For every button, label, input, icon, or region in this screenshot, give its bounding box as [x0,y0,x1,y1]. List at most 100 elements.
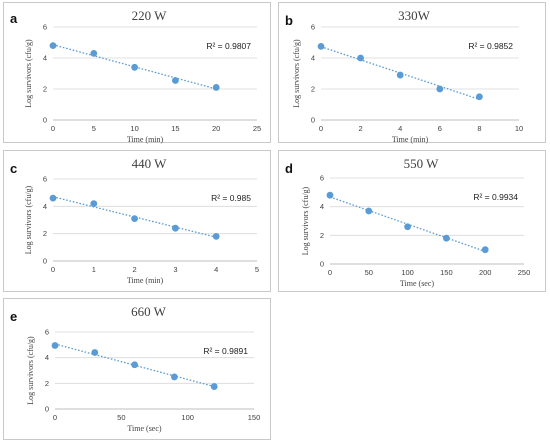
data-point [131,63,138,71]
data-point [443,234,450,242]
chart-title: 550 W [404,156,440,171]
x-tick-label: 8 [477,124,481,133]
x-tick-label: 50 [117,413,125,422]
y-axis-label: Log survivors (cfu/g) [292,39,301,108]
data-point [90,200,98,207]
y-tick-label: 4 [311,54,315,63]
data-point [476,93,483,101]
x-axis-label: Time (min) [127,135,164,144]
x-tick-label: 0 [328,268,332,277]
x-tick-label: 0 [51,124,55,133]
data-point [357,54,364,62]
y-axis-label: Log survivors (cfu/g) [301,186,310,255]
panel-letter: b [285,13,293,28]
y-tick-label: 6 [43,23,47,32]
x-tick-label: 20 [212,124,220,133]
y-tick-label: 2 [45,379,49,388]
data-point [436,85,444,93]
data-point [171,373,178,381]
chart-title: 660 W [131,304,167,319]
trendline [52,196,217,238]
chart-panel-b: b 330W 0 2 4 6 0 2 4 6 8 10 Time (min) Log survivors… [278,2,546,144]
y-axis-label: Log survivors (cfu/g) [26,336,35,405]
y-tick-label: 4 [45,353,49,362]
scatter-chart-c: 440 W 0 2 4 6 0 1 2 3 4 5 Time (min) Log survivors (… [24,156,259,285]
data-point [131,215,138,223]
x-tick-label: 0 [319,124,323,133]
r-squared-label: R² = 0.9852 [468,41,513,51]
x-tick-label: 1 [92,265,96,274]
panel-letter: c [10,161,18,176]
data-point [49,194,57,202]
trendline [52,44,217,90]
chart-panel-e: e 660 W 0 2 4 6 0 50 100 150 Time (sec) Log surviv… [3,298,271,440]
y-tick-label: 6 [45,328,49,337]
y-tick-label: 0 [320,260,324,269]
y-tick-label: 2 [311,85,315,94]
data-point [172,224,179,232]
data-point [51,342,59,349]
x-axis-label: Time (sec) [400,279,434,288]
y-tick-label: 6 [320,174,324,183]
data-point [172,77,179,84]
x-tick-label: 4 [214,265,218,274]
x-axis-label: Time (min) [392,135,429,144]
x-tick-label: 6 [438,124,442,133]
data-point [365,207,373,215]
x-tick-label: 2 [133,265,137,274]
data-point [326,191,334,199]
r-squared-label: R² = 0.9934 [473,192,518,202]
y-axis-label: Log survivors (cfu/g) [24,185,33,254]
scatter-chart-d: 550 W 0 2 4 6 0 50 100 150 200 250 Time (sec) Log su… [301,156,531,288]
scatter-chart-a: 220 W 0 2 4 6 0 5 10 15 20 25 Time (min) Log survivo… [24,8,261,144]
y-tick-label: 4 [43,54,47,63]
x-tick-label: 150 [440,268,453,277]
chart-title: 220 W [132,8,168,23]
x-tick-label: 50 [365,268,373,277]
data-point [90,49,98,57]
y-axis-label: Log survivors (cfu/g) [24,39,33,108]
x-axis-label: Time (min) [127,276,164,285]
x-tick-label: 5 [92,124,96,133]
x-tick-label: 0 [51,265,55,274]
y-tick-label: 0 [311,116,315,125]
y-tick-label: 0 [45,405,49,414]
x-tick-label: 250 [518,268,531,277]
y-tick-label: 6 [311,23,315,32]
y-tick-label: 2 [320,231,324,240]
r-squared-label: R² = 0.9891 [203,346,248,356]
data-point [481,246,489,254]
x-tick-label: 4 [398,124,402,133]
y-tick-label: 0 [43,257,47,266]
scatter-chart-e: 660 W 0 2 4 6 0 50 100 150 Time (sec) Log survivor… [26,304,261,433]
x-tick-label: 100 [401,268,414,277]
x-tick-label: 200 [479,268,492,277]
x-tick-label: 2 [359,124,363,133]
data-point [404,223,411,231]
data-point [91,349,99,356]
x-tick-label: 10 [130,124,138,133]
chart-title: 440 W [132,156,168,171]
x-tick-label: 150 [248,413,261,422]
data-point [49,42,57,49]
x-tick-label: 0 [53,413,57,422]
y-tick-label: 4 [43,202,47,211]
panel-letter: d [285,161,293,176]
data-point [396,71,404,79]
trendline [320,46,480,101]
r-squared-label: R² = 0.9807 [206,41,251,51]
chart-panel-d: d 550 W 0 2 4 6 0 50 100 150 200 250 Time (sec) Log … [278,150,546,292]
panel-letter: e [10,309,18,324]
scatter-chart-b: 330W 0 2 4 6 0 2 4 6 8 10 Time (min) Log survivors (… [292,8,523,144]
chart-panel-c: c 440 W 0 2 4 6 0 1 2 3 4 5 Time (min) Log survivors… [3,150,271,292]
data-point [212,233,220,240]
y-tick-label: 6 [43,175,47,184]
chart-panel-a: a 220 W 0 2 4 6 0 5 10 15 20 25 Time (min) Log survi… [3,2,271,144]
y-tick-label: 0 [43,116,47,125]
x-tick-label: 25 [253,124,261,133]
x-tick-label: 5 [255,265,259,274]
x-tick-label: 100 [181,413,194,422]
chart-title: 330W [398,8,431,23]
data-point [131,361,138,369]
y-tick-label: 2 [43,85,47,94]
